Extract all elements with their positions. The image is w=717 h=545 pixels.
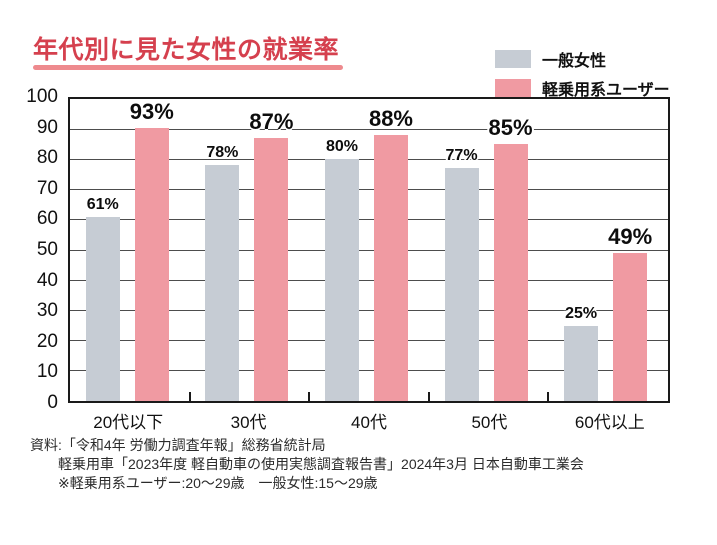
bar-unit: 80%	[324, 99, 359, 401]
x-axis-tick	[188, 392, 191, 401]
bar-general-female	[324, 159, 359, 401]
bar-value-label: 80%	[325, 138, 358, 156]
footnote-line-note: ※軽乗用系ユーザー:20〜29歳 一般女性:15〜29歳	[58, 475, 378, 491]
y-axis-label: 0	[47, 392, 58, 413]
y-axis-label: 90	[36, 116, 58, 138]
y-axis-label: 20	[36, 330, 58, 352]
y-axis-label: 80	[36, 147, 58, 169]
legend-label: 軽乗用系ユーザー	[542, 82, 670, 99]
gridline	[70, 309, 668, 311]
gridline	[70, 128, 668, 130]
gridline	[70, 249, 668, 251]
bar-unit: 87%	[249, 99, 293, 401]
bar-group: 80% 88%	[309, 99, 429, 401]
y-axis-label: 70	[36, 177, 58, 199]
bar-value-label: 49%	[608, 224, 653, 250]
x-axis: 20代以下 30代 40代 50代 60代以上	[68, 408, 670, 433]
bar-value-label: 61%	[86, 195, 119, 213]
y-axis-label: 50	[36, 239, 58, 260]
bar-value-label: 78%	[206, 144, 239, 162]
bar-groups: 61% 93% 78% 87% 80% 88% 77% 85% 25% 49%	[70, 99, 668, 401]
x-axis-label: 20代以下	[93, 413, 164, 432]
bar-group: 61% 93%	[70, 99, 190, 401]
bar-value-label: 85%	[488, 115, 533, 141]
x-axis-tick	[308, 392, 311, 401]
bar-general-female	[564, 325, 599, 401]
bar-unit: 25%	[564, 99, 599, 401]
bar-kei-user	[254, 138, 289, 401]
bar-group: 25% 49%	[548, 99, 668, 401]
bar-unit: 93%	[130, 99, 174, 401]
bar-general-female	[205, 165, 240, 401]
x-axis-label: 30代	[230, 413, 267, 432]
gridline	[70, 219, 668, 221]
bar-value-label: 93%	[129, 99, 174, 124]
plot-area: 61% 93% 78% 87% 80% 88% 77% 85% 25% 49%	[68, 97, 670, 403]
legend-item-kei-user: 軽乗用系ユーザー	[495, 76, 670, 100]
bar-kei-user	[373, 135, 408, 401]
x-axis-label: 40代	[351, 413, 387, 432]
bar-unit: 49%	[608, 99, 652, 401]
legend: 一般女性 軽乗用系ユーザー	[495, 47, 670, 105]
x-axis-tick	[427, 392, 430, 401]
legend-swatch	[495, 50, 531, 68]
bar-kei-user	[134, 128, 169, 401]
y-axis-label: 10	[36, 361, 58, 383]
bar-value-label: 25%	[565, 304, 598, 322]
y-axis-label: 60	[36, 208, 58, 230]
chart-title: 年代別に見た女性の就業率	[33, 36, 340, 64]
y-axis: 0 10 20 30 40 50 60 70 80 90 100	[0, 87, 58, 412]
footnote-line-source: 資料:「令和4年 労働力調査年報」総務省統計局	[30, 437, 326, 453]
bar-unit: 85%	[489, 99, 533, 401]
y-axis-label: 100	[26, 86, 58, 107]
footnote: 資料:「令和4年 労働力調査年報」総務省統計局 軽乗用車「2023年度 軽自動車…	[30, 436, 584, 493]
bar-kei-user	[493, 144, 528, 401]
legend-swatch	[495, 79, 531, 97]
bar-general-female	[85, 216, 120, 401]
bar-group: 77% 85%	[429, 99, 549, 401]
bar-value-label: 87%	[249, 109, 294, 135]
x-axis-tick	[547, 392, 550, 401]
bar-unit: 78%	[205, 99, 240, 401]
legend-item-general-female: 一般女性	[495, 47, 670, 71]
bar-general-female	[444, 168, 479, 401]
bar-kei-user	[613, 253, 648, 401]
title-underline	[33, 65, 343, 70]
bar-value-label: 88%	[368, 106, 413, 132]
gridline	[70, 340, 668, 342]
x-axis-label: 60代以上	[574, 413, 645, 432]
gridline	[70, 158, 668, 160]
y-axis-label: 40	[36, 269, 58, 291]
legend-label: 一般女性	[542, 53, 607, 70]
gridline	[70, 279, 668, 281]
bar-unit: 88%	[369, 99, 413, 401]
footnote-line-source2: 軽乗用車「2023年度 軽自動車の使用実態調査報告書」2024年3月 日本自動車…	[58, 456, 584, 472]
y-axis-label: 30	[36, 300, 58, 322]
bar-unit: 61%	[85, 99, 120, 401]
x-axis-label: 50代	[471, 413, 508, 432]
gridline	[70, 370, 668, 372]
bar-value-label: 77%	[445, 147, 478, 165]
gridline	[70, 189, 668, 191]
bar-unit: 77%	[444, 99, 479, 401]
bar-group: 78% 87%	[190, 99, 310, 401]
